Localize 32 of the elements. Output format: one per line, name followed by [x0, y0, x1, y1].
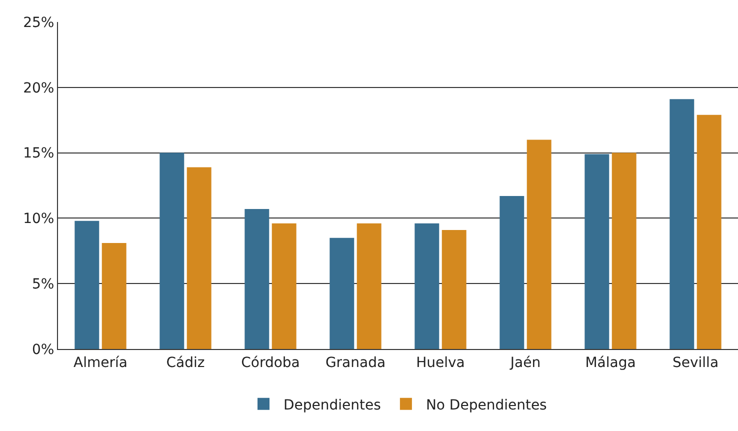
- bar: [584, 154, 610, 349]
- bar: [696, 114, 722, 349]
- legend-label: No Dependientes: [426, 397, 547, 414]
- x-tick-label: Córdoba: [241, 354, 300, 371]
- y-tick-label: 5%: [32, 276, 54, 292]
- x-tick-label: Granada: [325, 354, 386, 371]
- x-tick-label: Cádiz: [166, 354, 205, 371]
- bar: [670, 99, 694, 349]
- bar: [356, 223, 382, 349]
- y-tick-label: 20%: [23, 80, 54, 96]
- bar: [612, 152, 636, 349]
- bar: [74, 220, 100, 349]
- x-tick-label: Jaén: [509, 354, 541, 371]
- y-tick-label: 0%: [32, 342, 54, 358]
- bar: [500, 196, 524, 349]
- bar: [330, 238, 354, 349]
- bar: [526, 140, 552, 349]
- bar: [186, 167, 212, 349]
- bar: [160, 152, 184, 349]
- y-tick-label: 25%: [23, 14, 54, 31]
- x-tick-label: Almería: [74, 354, 128, 371]
- x-tick-label: Málaga: [585, 354, 636, 371]
- bar: [442, 230, 466, 349]
- x-tick-label: Huelva: [416, 354, 465, 371]
- x-tick-label: Sevilla: [672, 354, 719, 371]
- legend-label: Dependientes: [284, 397, 381, 414]
- bar: [272, 223, 296, 349]
- bar: [414, 223, 440, 349]
- bar: [244, 209, 270, 349]
- bar: [102, 243, 126, 349]
- y-tick-label: 15%: [23, 146, 54, 162]
- y-tick-label: 10%: [23, 211, 54, 228]
